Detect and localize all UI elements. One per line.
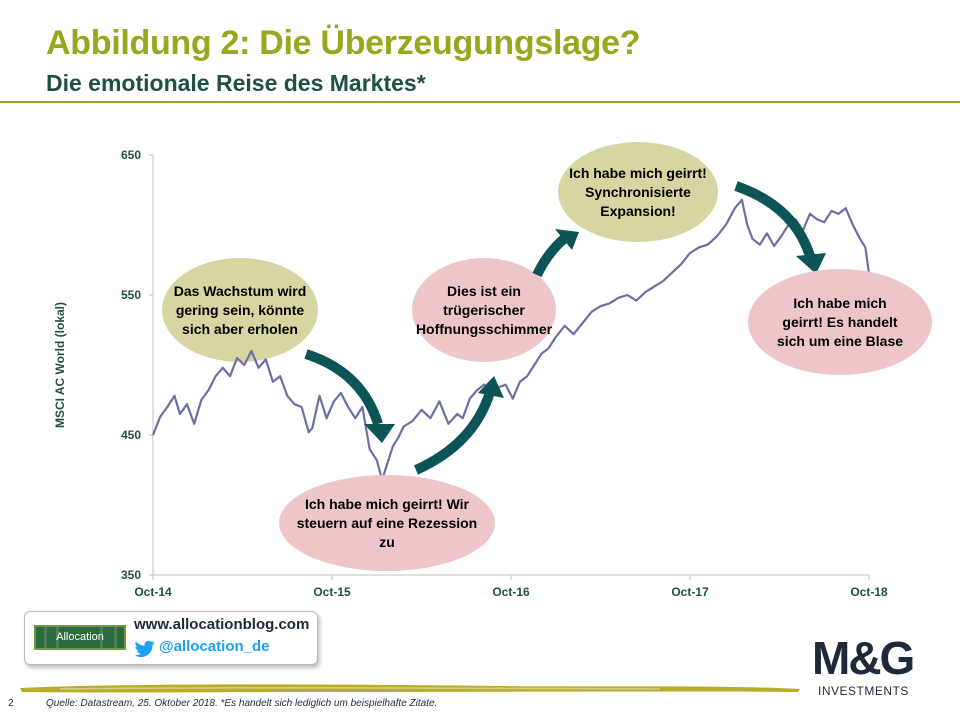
annotation-bubble-shape <box>748 269 932 375</box>
arrow-head <box>555 229 579 250</box>
annotation-bubble-5: Ich habe mich geirrt! Es handelt sich um e… <box>748 269 932 375</box>
annotation-bubbles-front: Ich habe mich geirrt! Wir steuern auf ein… <box>279 269 932 571</box>
annotation-bubble-1: Das Wachstum wird gering sein, könnte sich… <box>162 258 318 362</box>
annotation-bubble-shape <box>162 258 318 362</box>
annotation-bubbles: Das Wachstum wird gering sein, könnte sich… <box>162 142 718 362</box>
page-subtitle: Die emotionale Reise des Marktes* <box>46 70 426 96</box>
y-tick-label: 450 <box>121 428 141 442</box>
x-tick-label: Oct-18 <box>850 585 888 599</box>
x-tick-label: Oct-16 <box>492 585 530 599</box>
arrow-shaft <box>304 349 383 426</box>
blog-promo-box[interactable]: Allocation www.allocationblog.com @alloc… <box>24 611 318 665</box>
title-divider <box>0 101 960 103</box>
allocation-logo: Allocation <box>34 625 126 650</box>
y-axis-label: MSCI AC World (lokal) <box>53 302 67 428</box>
annotation-text-line: Synchronisierte <box>585 184 691 200</box>
page-number: 2 <box>8 698 14 709</box>
annotation-text-line: gering sein, könnte <box>176 302 305 318</box>
annotation-bubble-3: Dies ist ein trügerischer Hoffnungsschimme… <box>412 258 556 362</box>
annotation-text-line: Dies ist ein <box>447 283 521 299</box>
annotation-text-line: Hoffnungsschimmer <box>416 321 553 337</box>
arrow-head <box>364 424 395 443</box>
blog-url-link[interactable]: www.allocationblog.com <box>134 616 310 633</box>
twitter-icon <box>135 640 155 657</box>
x-tick-label: Oct-17 <box>671 585 709 599</box>
y-tick-label: 650 <box>121 148 141 162</box>
arrow-down-1 <box>304 349 395 443</box>
brush-stroke-divider <box>20 684 800 693</box>
annotation-bubble-shape <box>558 142 718 242</box>
annotation-text-line: Ich habe mich <box>793 295 886 311</box>
annotation-arrows <box>304 181 826 475</box>
annotation-text-line: Ich habe mich geirrt! <box>569 165 707 181</box>
annotation-text-line: zu <box>379 534 395 550</box>
twitter-handle-link[interactable]: @allocation_de <box>159 638 270 655</box>
chart-axes: 350 450 550 650 Oct-14 Oct-15 Oct-16 Oct-17 Oct-… <box>53 148 888 599</box>
line-chart: 350 450 550 650 Oct-14 Oct-15 Oct-16 Oct-17 Oct-… <box>53 142 932 599</box>
x-tick-label: Oct-15 <box>313 585 351 599</box>
page-title: Abbildung 2: Die Überzeugungslage? <box>46 24 641 62</box>
annotation-text-line: Das Wachstum wird <box>174 283 307 299</box>
annotation-text-line: sich um eine Blase <box>777 333 903 349</box>
x-tick-label: Oct-14 <box>134 585 172 599</box>
annotation-text-line: Ich habe mich geirrt! Wir <box>305 496 470 512</box>
arrow-shaft <box>532 234 569 278</box>
source-note: Quelle: Datastream, 25. Oktober 2018. *E… <box>46 698 438 709</box>
allocation-logo-text: Allocation <box>56 631 104 643</box>
annotation-bubble-shape <box>412 258 556 362</box>
arrow-down-2 <box>734 181 826 274</box>
y-tick-label: 350 <box>121 568 141 582</box>
annotation-text-line: Expansion! <box>600 203 675 219</box>
mg-logo-subtext: INVESTMENTS <box>818 684 909 698</box>
arrow-up-1 <box>413 376 504 475</box>
arrow-shaft <box>734 181 815 258</box>
annotation-text-line: trügerischer <box>443 302 525 318</box>
annotation-text-line: sich aber erholen <box>182 321 298 337</box>
annotation-bubble-4: Ich habe mich geirrt! Synchronisierte Expa… <box>558 142 718 242</box>
annotation-text-line: steuern auf eine Rezession <box>297 515 478 531</box>
y-tick-label: 550 <box>121 288 141 302</box>
arrow-shaft <box>413 390 495 475</box>
arrow-head <box>796 253 826 274</box>
arrow-head <box>478 376 504 398</box>
annotation-text-line: geirrt! Es handelt <box>782 314 897 330</box>
annotation-bubble-shape <box>279 475 495 571</box>
annotation-bubble-2: Ich habe mich geirrt! Wir steuern auf ein… <box>279 475 495 571</box>
arrow-up-2 <box>532 229 579 278</box>
mg-logo: M&G <box>812 632 915 684</box>
